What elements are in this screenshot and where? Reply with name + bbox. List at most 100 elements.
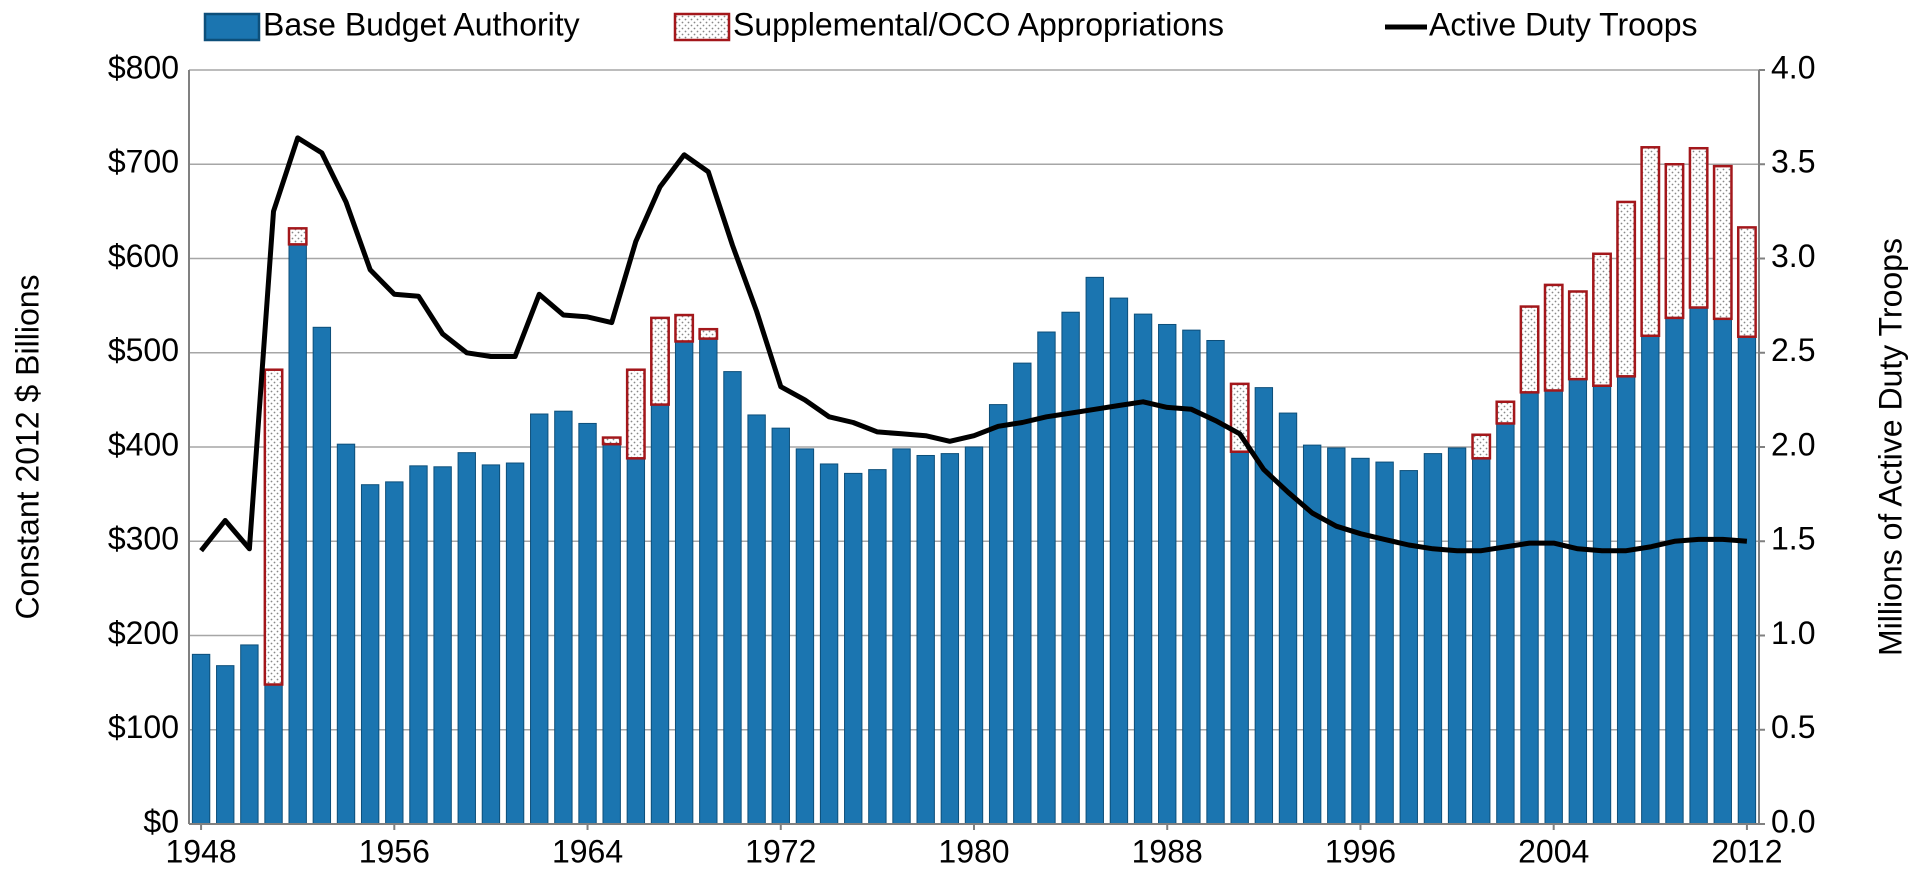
y2-tick-label: 1.0 [1771,615,1815,651]
bar [1230,451,1249,825]
y2-tick-label: 3.0 [1771,238,1815,274]
bar [698,327,719,340]
bar [1568,378,1588,825]
bar [1664,163,1685,320]
y2-tick-label: 3.5 [1771,144,1815,180]
y-axis-label: Constant 2012 $ Billions [9,274,45,619]
bar [940,453,960,825]
bar [312,326,332,825]
bar [1567,290,1588,381]
bar [1495,400,1516,425]
bar [771,427,790,825]
bar [1375,461,1394,825]
bar [1736,226,1757,338]
bar [1327,447,1346,825]
x-tick-label: 1964 [552,833,623,869]
x-tick-label: 1948 [165,833,236,869]
bar [554,410,573,825]
bar [1689,307,1708,825]
bar [650,404,670,825]
bar [385,481,404,825]
bar [1544,389,1563,825]
bar [625,368,646,460]
bar [1037,331,1056,825]
y2-axis-label: Millions of Active Duty Troops [1872,238,1908,656]
bar [988,404,1008,825]
bar [336,443,356,825]
bar [1061,311,1080,825]
bar [1133,313,1153,825]
bar [288,243,307,825]
bar [1471,433,1492,460]
bar [505,462,525,825]
y2-tick-label: 4.0 [1771,49,1815,85]
y-tick-label: $500 [108,332,179,368]
bar [433,466,452,825]
bar [1013,362,1032,825]
bar [1182,329,1201,825]
bar [1351,457,1370,825]
bar [263,368,284,686]
bar [650,316,670,406]
y-tick-label: $800 [108,49,179,85]
y-tick-label: $0 [143,803,179,839]
bar [1519,305,1540,394]
bar [1472,457,1491,825]
bar [264,684,283,825]
bar [191,653,211,825]
bar [1665,317,1684,825]
bar [964,446,984,825]
bar [1254,387,1274,825]
legend-swatch [673,12,731,42]
y2-tick-label: 0.5 [1771,709,1815,745]
y-tick-label: $300 [108,521,179,557]
bar [723,371,742,825]
bar [216,665,235,825]
y-tick-label: $600 [108,238,179,274]
y-tick-label: $700 [108,144,179,180]
x-tick-label: 1980 [938,833,1009,869]
y2-tick-label: 2.0 [1771,426,1815,462]
bar [1423,453,1443,825]
x-tick-label: 1988 [1132,833,1203,869]
x-tick-label: 1956 [359,833,430,869]
bar [1206,339,1225,825]
bar [1641,335,1660,825]
bar [1229,382,1250,453]
line [199,135,1748,554]
legend-swatch [203,12,261,42]
bar [1302,444,1322,825]
bar [1399,470,1418,825]
bar [1496,422,1515,825]
bar [674,313,695,343]
x-tick-label: 2004 [1518,833,1589,869]
x-tick-label: 2012 [1711,833,1782,869]
legend-label: Base Budget Authority [263,6,580,42]
bar [287,227,308,246]
bar [819,463,839,825]
bar [1520,391,1539,825]
x-tick-label: 1996 [1325,833,1396,869]
bar [1616,375,1636,825]
y2-tick-label: 0.0 [1771,803,1815,839]
y-tick-label: $400 [108,426,179,462]
bar [457,452,476,825]
bar [240,644,259,825]
bar [601,436,622,446]
bar [1109,297,1129,825]
bar [1713,318,1732,825]
bar [868,469,887,825]
bar [1543,283,1564,392]
y-tick-label: $100 [108,709,179,745]
bar [1737,336,1757,825]
bar [481,464,501,825]
bar [1085,276,1104,825]
bar [674,340,694,825]
bar [1616,200,1637,378]
bar [844,472,863,825]
bar [409,465,428,825]
bar [795,448,815,825]
bar [530,413,549,825]
bar [1278,412,1298,825]
